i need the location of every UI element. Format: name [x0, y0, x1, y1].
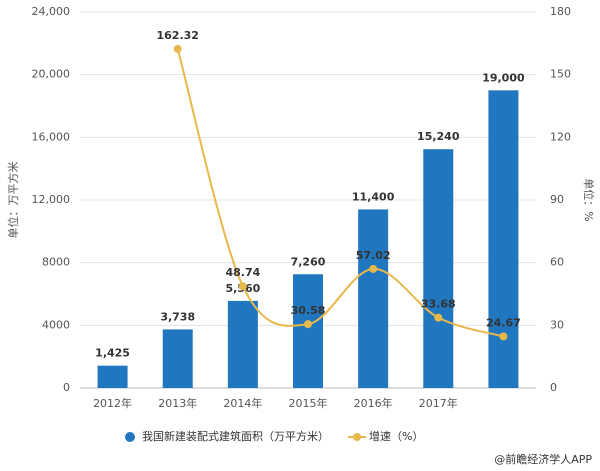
legend-marker: [353, 433, 361, 441]
bar-value-label: 11,400: [352, 190, 395, 203]
y-tick-label: 16,000: [32, 130, 71, 143]
line-point: [499, 332, 508, 341]
line-value-label: 24.67: [486, 316, 521, 329]
line-point: [369, 264, 378, 273]
legend-label: 增速（%）: [369, 429, 423, 443]
line-value-label: 57.02: [356, 249, 391, 262]
bar-value-label: 3,738: [160, 310, 195, 323]
y-tick-label: 4000: [42, 318, 70, 331]
line-value-label: 162.32: [156, 29, 198, 42]
y2-tick-label: 0: [550, 381, 557, 394]
bar-value-label: 15,240: [417, 130, 460, 143]
x-tick-label: 2016年: [354, 396, 393, 410]
x-tick-label: 2015年: [289, 396, 328, 410]
y-tick-label: 8000: [42, 256, 70, 269]
y2-tick-label: 30: [550, 318, 564, 331]
line-point: [304, 320, 312, 329]
legend-label: 我国新建装配式建筑面积（万平方米）: [142, 429, 329, 443]
bar: [423, 149, 454, 388]
y2-tick-label: 120: [550, 130, 571, 143]
source: @前瞻经济学人APP: [494, 452, 592, 466]
bar: [227, 300, 258, 388]
line-value-label: 48.74: [225, 266, 260, 279]
y2-tick-label: 60: [550, 256, 564, 269]
line-value-label: 30.58: [291, 304, 326, 317]
bar: [97, 365, 128, 388]
x-tick-label: 2012年: [93, 396, 132, 410]
y-tick-label: 0: [63, 381, 70, 394]
line-point: [434, 313, 443, 322]
y2-tick-label: 90: [550, 193, 564, 206]
bar: [488, 90, 519, 388]
y-tick-label: 24,000: [32, 5, 71, 18]
line-point: [173, 44, 182, 53]
x-tick-label: 2014年: [223, 396, 262, 410]
x-tick-label: 2013年: [158, 396, 197, 410]
line-value-label: 33.68: [421, 298, 456, 311]
y2-tick-label: 150: [550, 68, 571, 81]
line-point: [238, 282, 247, 291]
y-tick-label: 20,000: [32, 68, 71, 81]
bar-value-label: 7,260: [291, 255, 326, 268]
bar-value-label: 1,425: [95, 347, 130, 360]
legend-marker: [125, 432, 135, 442]
bar: [293, 274, 323, 388]
y2-axis-title: 单位：%: [582, 178, 596, 221]
y-tick-label: 12,000: [32, 193, 71, 206]
bar: [358, 209, 389, 388]
bar: [162, 329, 193, 388]
x-tick-label: 2017年: [419, 396, 458, 410]
bar-value-label: 19,000: [482, 71, 525, 84]
y2-tick-label: 180: [550, 5, 571, 18]
y-axis-title: 单位：万平方米: [6, 162, 20, 239]
